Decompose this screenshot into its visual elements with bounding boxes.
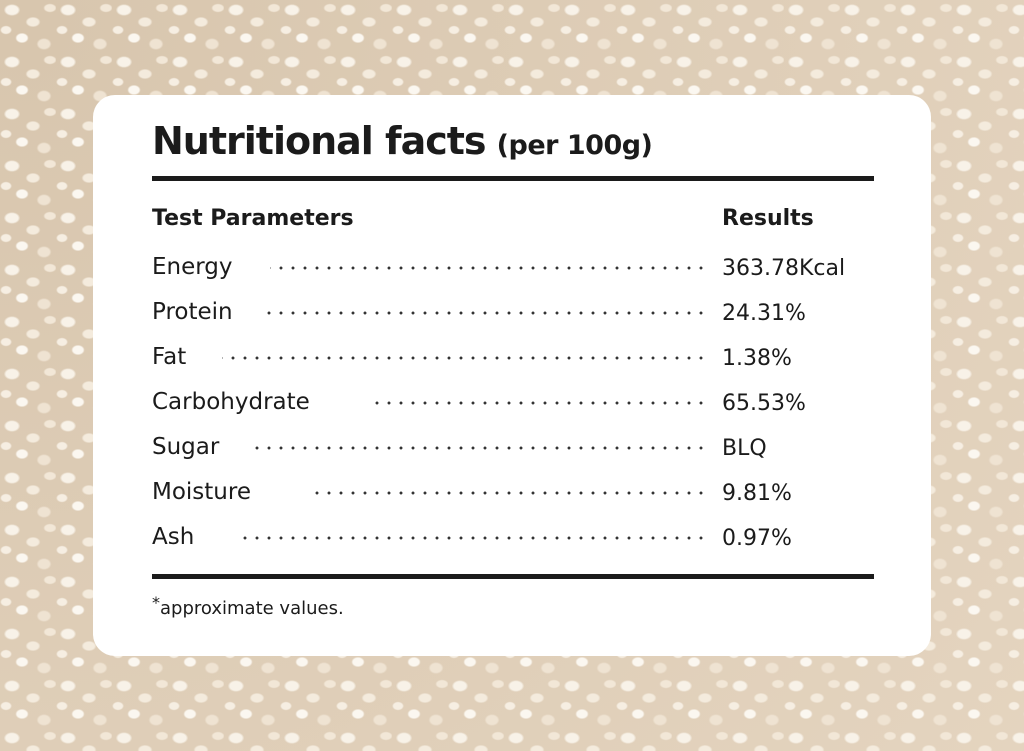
row-parameter: Protein bbox=[152, 299, 233, 325]
table-row: Protein 24.31% bbox=[152, 295, 874, 340]
footnote: *approximate values. bbox=[152, 593, 344, 619]
header-test-parameters: Test Parameters bbox=[152, 206, 354, 231]
row-parameter: Sugar bbox=[152, 434, 220, 460]
table-row: Fat 1.38% bbox=[152, 340, 874, 385]
table-row: Ash 0.97% bbox=[152, 520, 874, 565]
title-per-100g: (per 100g) bbox=[496, 130, 653, 161]
row-result: 363.78Kcal bbox=[722, 256, 846, 281]
row-parameter: Carbohydrate bbox=[152, 389, 310, 415]
table-row: Moisture 9.81% bbox=[152, 475, 874, 520]
row-parameter: Moisture bbox=[152, 479, 251, 505]
dot-leader bbox=[222, 356, 707, 360]
row-result: 1.38% bbox=[722, 346, 792, 371]
dot-leader bbox=[252, 446, 707, 450]
row-parameter: Energy bbox=[152, 254, 233, 280]
dot-leader bbox=[266, 311, 707, 315]
top-divider bbox=[152, 176, 874, 181]
nutrition-table: Energy 363.78Kcal Protein 24.31% Fat 1.3… bbox=[152, 250, 874, 565]
row-result: 24.31% bbox=[722, 301, 806, 326]
dot-leader bbox=[368, 401, 707, 405]
title-main: Nutritional facts bbox=[152, 119, 487, 163]
header-results: Results bbox=[722, 206, 814, 231]
dot-leader bbox=[270, 266, 707, 270]
nutrition-card: Nutritional facts (per 100g) Test Parame… bbox=[93, 95, 931, 656]
table-header: Test Parameters Results bbox=[152, 206, 874, 236]
dot-leader bbox=[238, 536, 707, 540]
footnote-asterisk: * bbox=[152, 593, 160, 612]
dot-leader bbox=[308, 491, 707, 495]
table-row: Carbohydrate 65.53% bbox=[152, 385, 874, 430]
table-row: Energy 363.78Kcal bbox=[152, 250, 874, 295]
row-result: 65.53% bbox=[722, 391, 806, 416]
row-parameter: Ash bbox=[152, 524, 195, 550]
row-result: 0.97% bbox=[722, 526, 792, 551]
bottom-divider bbox=[152, 574, 874, 579]
table-row: Sugar BLQ bbox=[152, 430, 874, 475]
row-result: 9.81% bbox=[722, 481, 792, 506]
row-result: BLQ bbox=[722, 436, 767, 461]
row-parameter: Fat bbox=[152, 344, 187, 370]
footnote-text: approximate values. bbox=[160, 598, 344, 619]
card-title: Nutritional facts (per 100g) bbox=[152, 119, 653, 163]
